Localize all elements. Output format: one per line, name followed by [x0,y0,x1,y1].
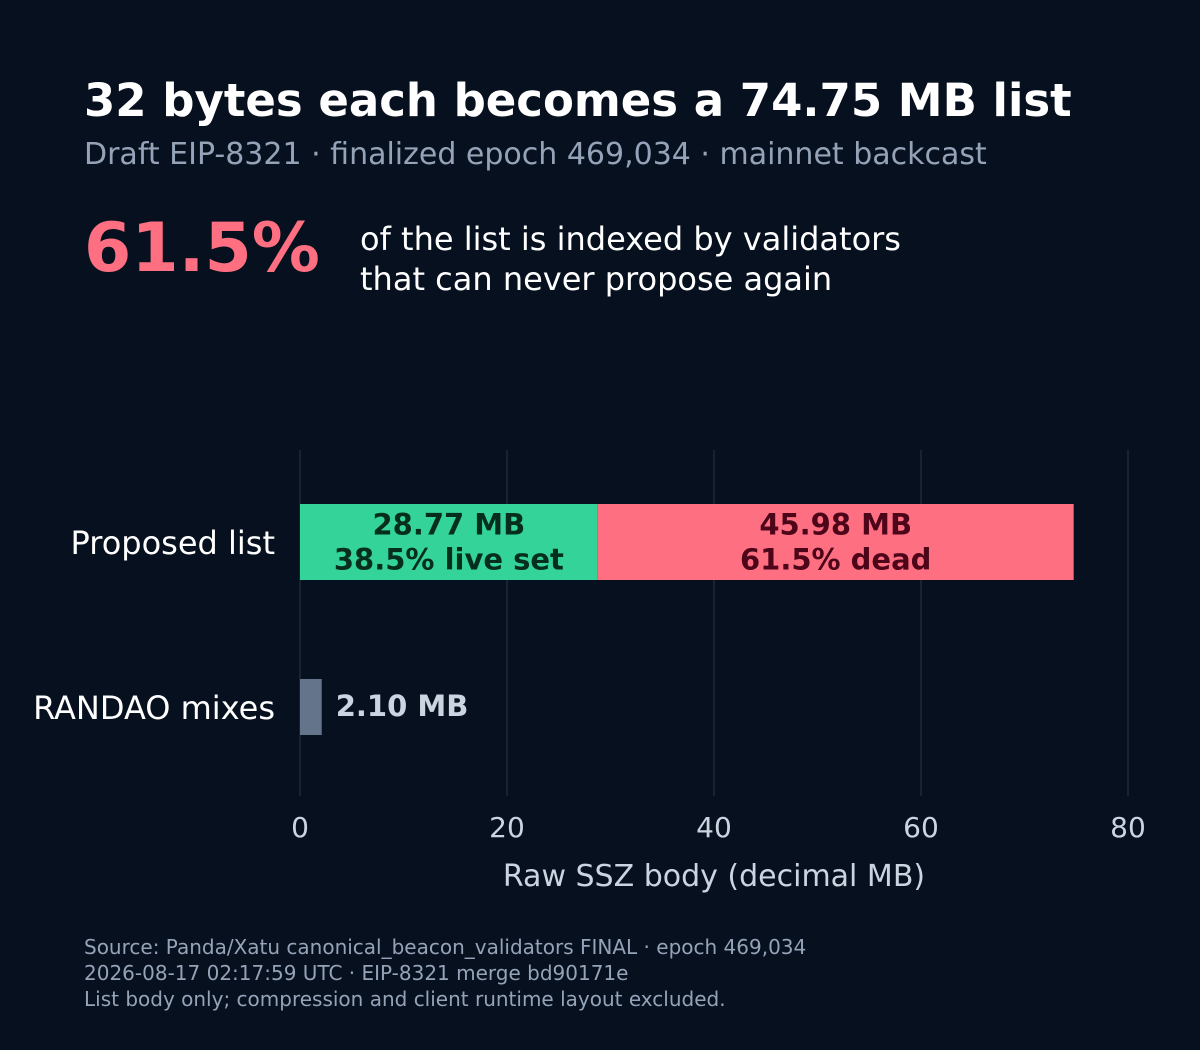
x-tick-label: 40 [696,811,732,844]
headline-line-1: of the list is indexed by validators [360,220,901,258]
headline-description: of the list is indexed by validators tha… [360,219,901,299]
data-label-live: 28.77 MB [372,508,525,542]
footer-timestamp: 2026-08-17 02:17:59 UTC · EIP-8321 merge… [84,961,629,985]
bar-live [300,504,598,580]
data-label-dead: 61.5% dead [740,543,931,577]
footer-note: List body only; compression and client r… [84,987,726,1011]
headline-line-2: that can never propose again [360,260,833,298]
x-tick-label: 0 [291,811,309,844]
data-label-live: 38.5% live set [334,543,564,577]
category-label: Proposed list [71,524,276,562]
footer-source: Source: Panda/Xatu canonical_beacon_vali… [84,935,807,959]
bar-dead [597,504,1074,580]
chart-footer: Source: Panda/Xatu canonical_beacon_vali… [84,934,806,1012]
bar-randao [300,679,322,735]
category-label: RANDAO mixes [33,689,275,727]
chart-title: 32 bytes each becomes a 74.75 MB list [84,74,1072,127]
x-tick-label: 20 [489,811,525,844]
data-label-randao: 2.10 MB [336,689,469,723]
x-tick-label: 60 [903,811,939,844]
data-label-dead: 45.98 MB [759,508,912,542]
x-tick-label: 80 [1110,811,1146,844]
x-axis-label: Raw SSZ body (decimal MB) [503,859,925,894]
headline-percentage: 61.5% [84,209,320,288]
chart-subtitle: Draft EIP-8321 · finalized epoch 469,034… [84,137,987,172]
